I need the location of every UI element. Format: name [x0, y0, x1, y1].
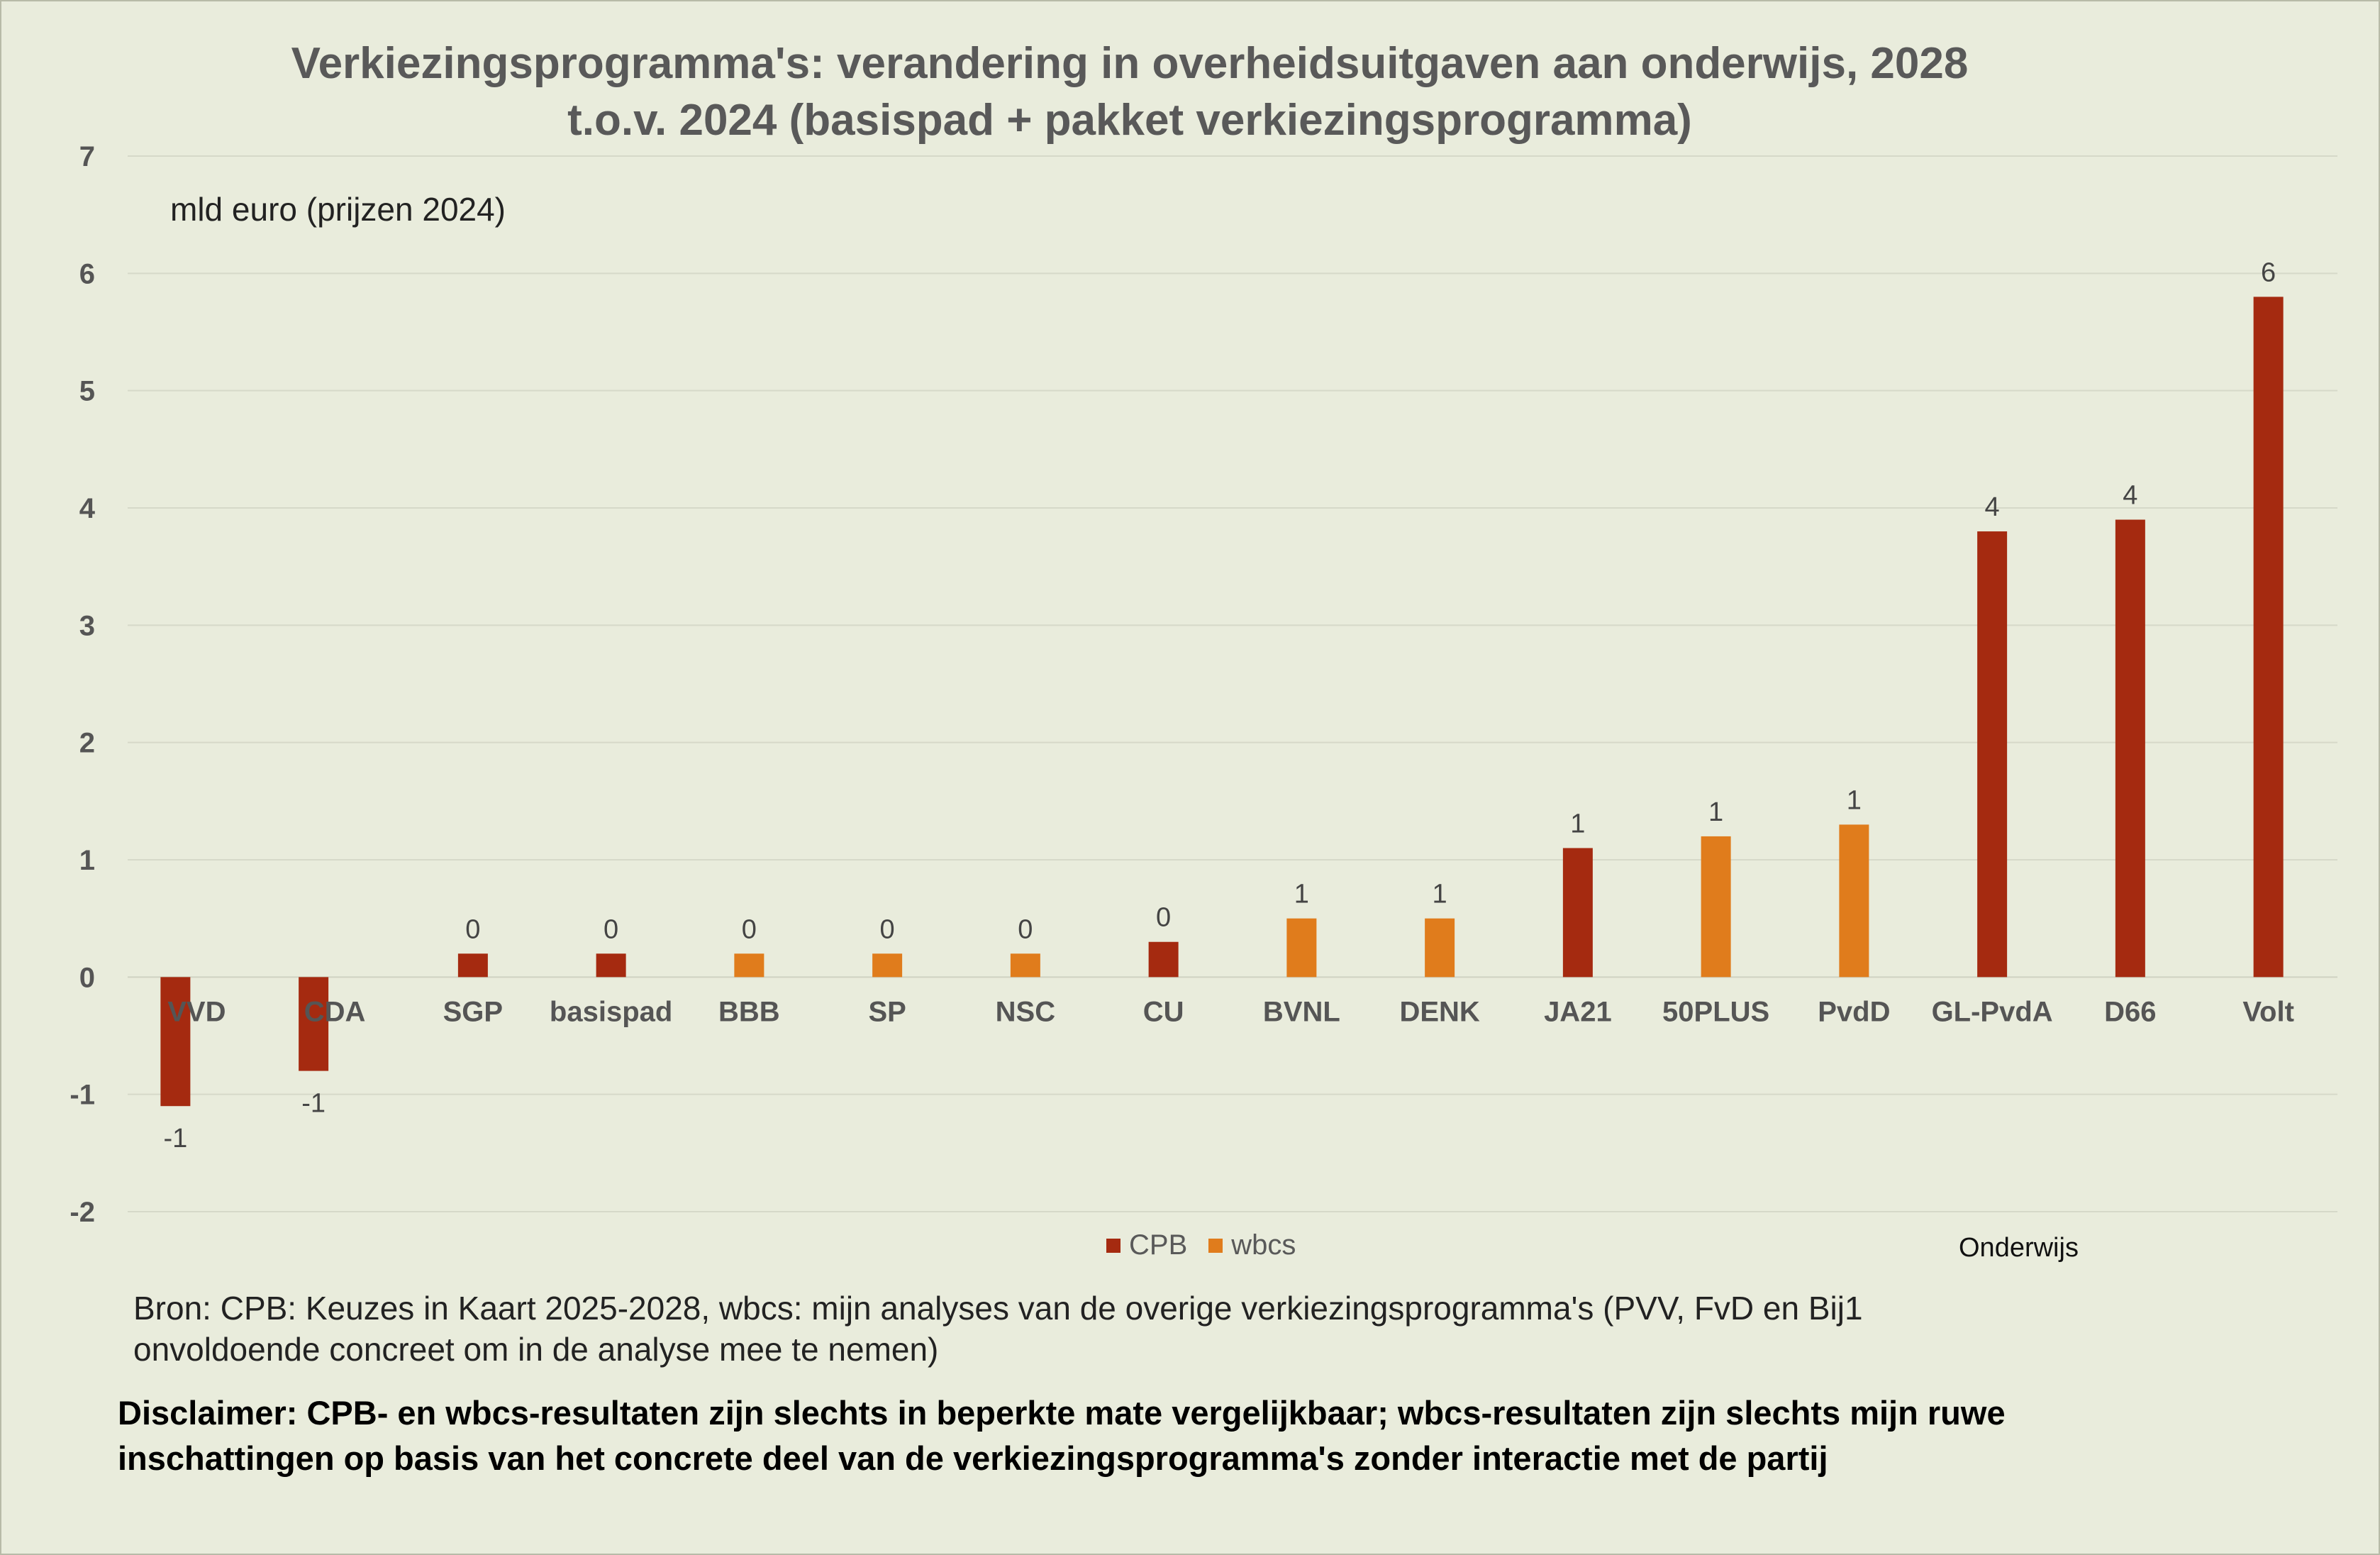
- x-tick-label: DENK: [1399, 996, 1479, 1027]
- x-tick-label: NSC: [996, 996, 1055, 1027]
- bar-wbcs-pvdd: [1839, 824, 1869, 978]
- x-tick-label: Volt: [2242, 996, 2294, 1027]
- y-tick-label: -1: [69, 1080, 95, 1111]
- data-label-50plus: 1: [1708, 797, 1723, 827]
- bar-wbcs-bbb: [734, 953, 764, 978]
- y-tick-label: 6: [79, 258, 95, 289]
- x-tick-label: BVNL: [1263, 996, 1340, 1027]
- x-tick-label: D66: [2104, 996, 2156, 1027]
- disclaimer-line-1: Disclaimer: CPB- en wbcs-resultaten zijn…: [118, 1394, 2006, 1432]
- bar-cpb-ja21: [1562, 848, 1593, 978]
- y-tick-label: 7: [79, 141, 95, 172]
- bar-cpb-cda: [299, 977, 329, 1071]
- data-label-basispad: 0: [604, 914, 618, 944]
- x-tick-label: VVD: [167, 996, 226, 1027]
- bar-cpb-cu: [1148, 941, 1179, 978]
- x-tick-label: PvdD: [1818, 996, 1890, 1027]
- source-line-2: onvoldoende concreet om in de analyse me…: [133, 1331, 939, 1368]
- data-label-cu: 0: [1156, 903, 1171, 933]
- legend: CPB wbcs: [1106, 1229, 1317, 1261]
- data-label-vvd: -1: [163, 1124, 187, 1153]
- legend-label-wbcs: wbcs: [1231, 1229, 1296, 1261]
- chart-title-line-1: Verkiezingsprogramma's: verandering in o…: [291, 39, 1969, 88]
- y-tick-label: 4: [79, 493, 96, 524]
- x-tick-label: basispad: [550, 996, 672, 1027]
- data-label-ja21: 1: [1570, 809, 1585, 839]
- data-label-gl-pvda: 4: [1985, 492, 2000, 522]
- x-tick-label: SP: [868, 996, 906, 1027]
- bar-wbcs-denk: [1425, 918, 1455, 978]
- data-label-cda: -1: [301, 1089, 326, 1119]
- data-label-nsc: 0: [1018, 914, 1033, 944]
- legend-swatch-cpb: [1106, 1238, 1121, 1253]
- bar-cpb-gl-pvda: [1977, 531, 2008, 978]
- bar-cpb-vvd: [160, 977, 191, 1107]
- data-label-bbb: 0: [742, 914, 757, 944]
- y-tick-label: 1: [79, 845, 95, 876]
- bar-wbcs-sp: [872, 953, 903, 978]
- bar-cpb-volt: [2253, 297, 2284, 978]
- y-axis-unit-label: mld euro (prijzen 2024): [170, 191, 506, 228]
- y-tick-label: 2: [79, 728, 95, 759]
- data-label-denk: 1: [1433, 880, 1447, 909]
- x-tick-label: GL-PvdA: [1932, 996, 2053, 1027]
- section-label: Onderwijs: [1959, 1233, 2079, 1263]
- bar-cpb-sgp: [457, 953, 488, 978]
- data-label-d66: 4: [2123, 481, 2137, 511]
- legend-item-cpb: CPB: [1106, 1229, 1187, 1261]
- x-tick-label: CU: [1143, 996, 1184, 1027]
- y-tick-label: 0: [79, 962, 95, 993]
- x-tick-label: 50PLUS: [1662, 996, 1769, 1027]
- chart-title: Verkiezingsprogramma's: verandering in o…: [0, 35, 2380, 149]
- x-tick-label: CDA: [304, 996, 366, 1027]
- y-tick-label: 5: [79, 376, 95, 407]
- bar-cpb-d66: [2115, 519, 2145, 978]
- legend-label-cpb: CPB: [1129, 1229, 1188, 1261]
- data-label-sp: 0: [880, 914, 895, 944]
- legend-item-wbcs: wbcs: [1208, 1229, 1296, 1261]
- disclaimer-line-2: inschattingen op basis van het concrete …: [118, 1439, 1828, 1477]
- data-label-pvdd: 1: [1847, 785, 1862, 815]
- chart-title-line-2: t.o.v. 2024 (basispad + pakket verkiezin…: [567, 96, 1692, 145]
- data-label-sgp: 0: [465, 914, 480, 944]
- x-tick-label: SGP: [443, 996, 503, 1027]
- source-note: Bron: CPB: Keuzes in Kaart 2025-2028, wb…: [133, 1288, 2303, 1370]
- bar-cpb-basispad: [596, 953, 626, 978]
- bar-wbcs-bvnl: [1286, 918, 1317, 978]
- legend-swatch-wbcs: [1208, 1238, 1223, 1253]
- data-label-bvnl: 1: [1294, 880, 1309, 909]
- y-tick-label: -2: [69, 1197, 95, 1228]
- x-tick-label: JA21: [1544, 996, 1612, 1027]
- x-tick-label: BBB: [718, 996, 780, 1027]
- bar-wbcs-50plus: [1701, 836, 1731, 978]
- disclaimer: Disclaimer: CPB- en wbcs-resultaten zijn…: [118, 1390, 2316, 1481]
- source-line-1: Bron: CPB: Keuzes in Kaart 2025-2028, wb…: [133, 1290, 1863, 1327]
- data-label-volt: 6: [2261, 258, 2276, 287]
- y-tick-label: 3: [79, 610, 95, 641]
- bar-wbcs-nsc: [1010, 953, 1040, 978]
